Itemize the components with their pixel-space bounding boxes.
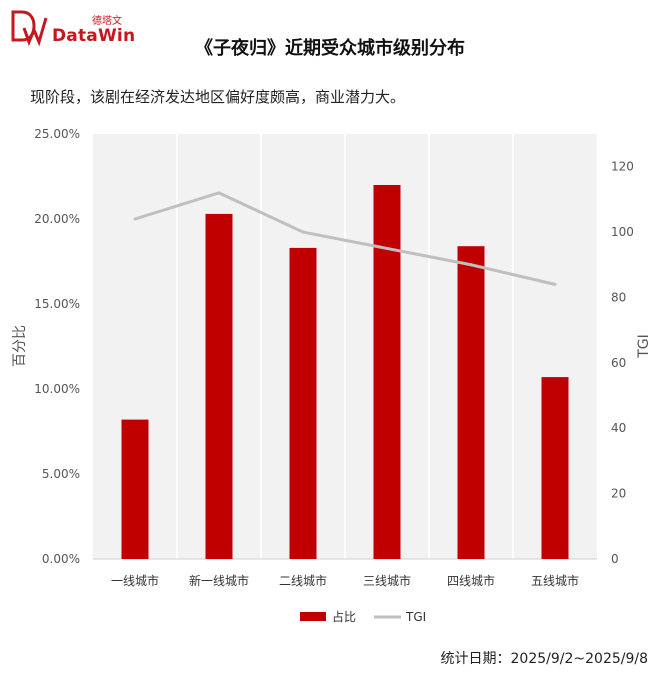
- bar-2: [205, 213, 233, 559]
- tgi-point-4: [385, 246, 389, 250]
- y-tick-label: 5.00%: [42, 467, 80, 481]
- bar-5: [457, 246, 485, 559]
- y-axis-title: 百分比: [12, 325, 28, 367]
- bar-3: [289, 247, 317, 559]
- y-tick-label: 20.00%: [34, 212, 80, 226]
- y-tick-label: 0.00%: [42, 552, 80, 566]
- y2-tick-label: 80: [611, 290, 626, 304]
- datawin-logo-mark-icon: [11, 10, 48, 47]
- y2-tick-label: 0: [611, 552, 619, 566]
- x-tick-label: 二线城市: [279, 573, 327, 588]
- tgi-point-1: [133, 217, 137, 221]
- y-tick-label: 15.00%: [34, 297, 80, 311]
- legend-label-line: TGI: [405, 610, 426, 624]
- stat-date: 统计日期：2025/9/2~2025/9/8: [441, 648, 648, 668]
- y2-tick-label: 20: [611, 487, 626, 501]
- y2-tick-label: 100: [611, 225, 634, 239]
- y2-tick-label: 40: [611, 421, 626, 435]
- brand-name-cn: 德塔文: [92, 16, 122, 27]
- bar-1: [121, 419, 149, 559]
- y2-tick-label: 60: [611, 356, 626, 370]
- legend-swatch-bar: [300, 612, 326, 621]
- tgi-line: [134, 191, 556, 286]
- datawin-logo: 德塔文 DataWin: [10, 8, 150, 48]
- tgi-point-5: [469, 263, 473, 267]
- y-tick-label: 10.00%: [34, 382, 80, 396]
- bar-6: [541, 377, 569, 559]
- x-tick-label: 新一线城市: [189, 573, 249, 588]
- stat-date-label: 统计日期：: [440, 651, 511, 667]
- tgi-point-2: [217, 191, 221, 195]
- tgi-point-3: [301, 230, 305, 234]
- stat-date-range: 2025/9/2~2025/9/8: [510, 651, 648, 667]
- brand-name: DataWin: [52, 26, 136, 46]
- y2-axis-title: TGI: [636, 334, 652, 359]
- page-subtitle: 现阶段，该剧在经济发达地区偏好度颇高，商业潜力大。: [30, 88, 406, 106]
- x-tick-label: 五线城市: [531, 573, 579, 588]
- y-tick-label: 25.00%: [34, 127, 80, 141]
- bar-4: [373, 185, 401, 559]
- page-title: 《子夜归》近期受众城市级别分布: [195, 38, 465, 59]
- tgi-point-6: [553, 282, 557, 286]
- legend-label-bar: 占比: [332, 609, 356, 624]
- x-tick-label: 四线城市: [447, 573, 495, 588]
- y2-tick-label: 120: [611, 160, 634, 174]
- x-tick-label: 一线城市: [111, 573, 159, 588]
- x-tick-label: 三线城市: [363, 573, 411, 588]
